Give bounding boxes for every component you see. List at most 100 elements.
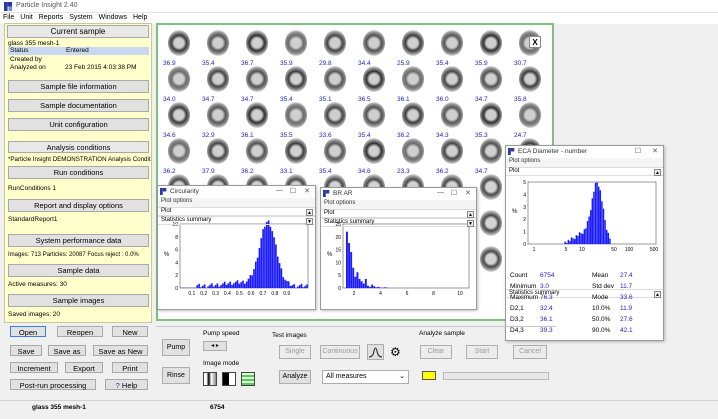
particle-cell[interactable]: 37.9 — [199, 135, 237, 175]
particle-cell[interactable]: 36.1 — [394, 63, 432, 103]
particle-cell[interactable] — [472, 207, 510, 247]
particle-cell[interactable]: 36.2 — [433, 135, 471, 175]
plot-options-label[interactable]: Plot options — [158, 198, 315, 207]
particle-cell[interactable]: 35.9 — [277, 27, 315, 67]
menu-reports[interactable]: Reports — [38, 14, 64, 21]
sample-data-button[interactable]: Sample data — [8, 264, 149, 277]
status-row[interactable]: Status Entered — [8, 47, 149, 55]
minimize-icon[interactable]: — — [437, 189, 444, 196]
particle-cell[interactable]: 36.7 — [238, 27, 276, 67]
expand-down-icon[interactable]: ▼ — [306, 218, 313, 225]
close-icon[interactable]: ✕ — [465, 190, 471, 197]
particle-cell[interactable]: 34.3 — [433, 99, 471, 139]
particle-cell[interactable]: 34.6 — [355, 135, 393, 175]
plot-options-label[interactable]: Plot options — [506, 158, 663, 167]
decrease-icon[interactable]: ◂ — [211, 343, 215, 349]
collapse-up-icon[interactable]: ▲ — [306, 209, 313, 216]
particle-cell[interactable]: 35.3 — [472, 99, 510, 139]
particle-cell[interactable]: 24.7 — [511, 99, 549, 139]
plot-options-label[interactable]: Plot options — [321, 200, 476, 209]
particle-cell[interactable]: 32.9 — [199, 99, 237, 139]
binary-mode-icon[interactable] — [222, 372, 236, 386]
sample-documentation-button[interactable]: Sample documentation — [8, 99, 149, 112]
increase-icon[interactable]: ▸ — [215, 343, 219, 349]
particle-cell[interactable]: 23.3 — [394, 135, 432, 175]
menu-unit[interactable]: Unit — [20, 14, 33, 21]
particle-cell[interactable]: 35.1 — [316, 63, 354, 103]
clear-button[interactable]: Clear — [420, 345, 452, 359]
particle-cell[interactable]: 35.9 — [472, 27, 510, 67]
increment-button[interactable]: Increment — [10, 362, 58, 373]
particle-cell[interactable]: 34.7 — [238, 63, 276, 103]
settings-gear-icon[interactable]: ⚙ — [390, 345, 401, 359]
particle-cell[interactable]: 25.9 — [394, 27, 432, 67]
close-icon[interactable]: ✕ — [304, 188, 310, 195]
particle-cell[interactable]: 36.9 — [160, 27, 198, 67]
export-button[interactable]: Export — [65, 362, 103, 373]
particle-cell[interactable]: 35.4 — [199, 27, 237, 67]
save-as-button[interactable]: Save as — [48, 345, 86, 356]
minimize-icon[interactable]: — — [276, 187, 283, 194]
collapse-up-icon[interactable]: ▲ — [654, 291, 661, 298]
save-button[interactable]: Save — [10, 345, 42, 356]
particle-cell[interactable]: 34.7 — [472, 135, 510, 175]
particle-cell[interactable]: 35.4 — [316, 135, 354, 175]
particle-cell[interactable]: 34.7 — [199, 63, 237, 103]
menu-system[interactable]: System — [69, 14, 93, 21]
particle-cell[interactable]: 35.4 — [433, 27, 471, 67]
maximize-icon[interactable]: ☐ — [634, 148, 641, 155]
menu-file[interactable]: File — [3, 14, 15, 21]
pump-speed-stepper[interactable]: ◂ ▸ — [203, 341, 227, 351]
sample-file-info-button[interactable]: Sample file information — [8, 80, 149, 93]
maximize-icon[interactable]: ☐ — [289, 188, 296, 195]
run-conditions-button[interactable]: Run conditions — [8, 166, 149, 179]
measures-select[interactable]: All measures ⌄ — [322, 370, 409, 384]
reopen-button[interactable]: Reopen — [57, 326, 103, 337]
close-icon[interactable]: ✕ — [652, 148, 658, 155]
particle-cell[interactable]: 36.2 — [160, 135, 198, 175]
unit-configuration-button[interactable]: Unit configuration — [8, 118, 149, 131]
particle-cell[interactable]: 36.1 — [238, 99, 276, 139]
expand-down-icon[interactable]: ▼ — [467, 220, 474, 227]
grid-mode-icon[interactable] — [241, 372, 255, 386]
particle-cell[interactable]: 34.4 — [355, 27, 393, 67]
particle-cell[interactable]: 35.4 — [355, 99, 393, 139]
particle-cell[interactable]: 29.8 — [316, 27, 354, 67]
particle-cell[interactable]: 36.5 — [355, 63, 393, 103]
particle-cell[interactable]: 35.8 — [511, 63, 549, 103]
particle-cell[interactable]: 33.6 — [316, 99, 354, 139]
help-button[interactable]: ? Help — [105, 379, 148, 390]
maximize-icon[interactable]: ☐ — [450, 190, 457, 197]
system-performance-button[interactable]: System performance data — [8, 234, 149, 247]
menu-help[interactable]: Help — [133, 14, 148, 21]
sample-images-button[interactable]: Sample images — [8, 294, 149, 307]
cancel-button[interactable]: Cancel — [513, 345, 547, 359]
collapse-up-icon[interactable]: ▲ — [654, 169, 661, 176]
grayscale-mode-icon[interactable] — [203, 372, 217, 386]
particle-cell[interactable]: 36.0 — [433, 63, 471, 103]
particle-cell[interactable]: 35.4 — [277, 63, 315, 103]
collapse-up-icon[interactable]: ▲ — [467, 211, 474, 218]
particle-cell[interactable] — [472, 243, 510, 283]
particle-cell[interactable]: 34.6 — [160, 99, 198, 139]
new-button[interactable]: New — [112, 326, 148, 337]
pump-button[interactable]: Pump — [162, 339, 190, 356]
post-run-processing-button[interactable]: Post-run processing — [10, 379, 96, 390]
print-button[interactable]: Print — [112, 362, 148, 373]
particle-cell[interactable]: 34.7 — [472, 63, 510, 103]
particle-cell[interactable]: 36.2 — [238, 135, 276, 175]
single-button[interactable]: Single — [279, 345, 311, 359]
grid-close-icon[interactable]: X — [529, 36, 541, 48]
save-as-new-button[interactable]: Save as New — [93, 345, 148, 356]
analyze-button[interactable]: Analyze — [279, 370, 311, 384]
open-button[interactable]: Open — [10, 326, 46, 337]
report-display-options-button[interactable]: Report and display options — [8, 199, 149, 212]
particle-cell[interactable] — [472, 171, 510, 211]
start-button[interactable]: Start — [466, 345, 498, 359]
particle-cell[interactable]: 35.5 — [277, 99, 315, 139]
particle-cell[interactable]: 36.2 — [394, 99, 432, 139]
rinse-button[interactable]: Rinse — [162, 367, 190, 384]
menu-windows[interactable]: Windows — [98, 14, 127, 21]
particle-cell[interactable]: 33.1 — [277, 135, 315, 175]
particle-cell[interactable]: 34.0 — [160, 63, 198, 103]
